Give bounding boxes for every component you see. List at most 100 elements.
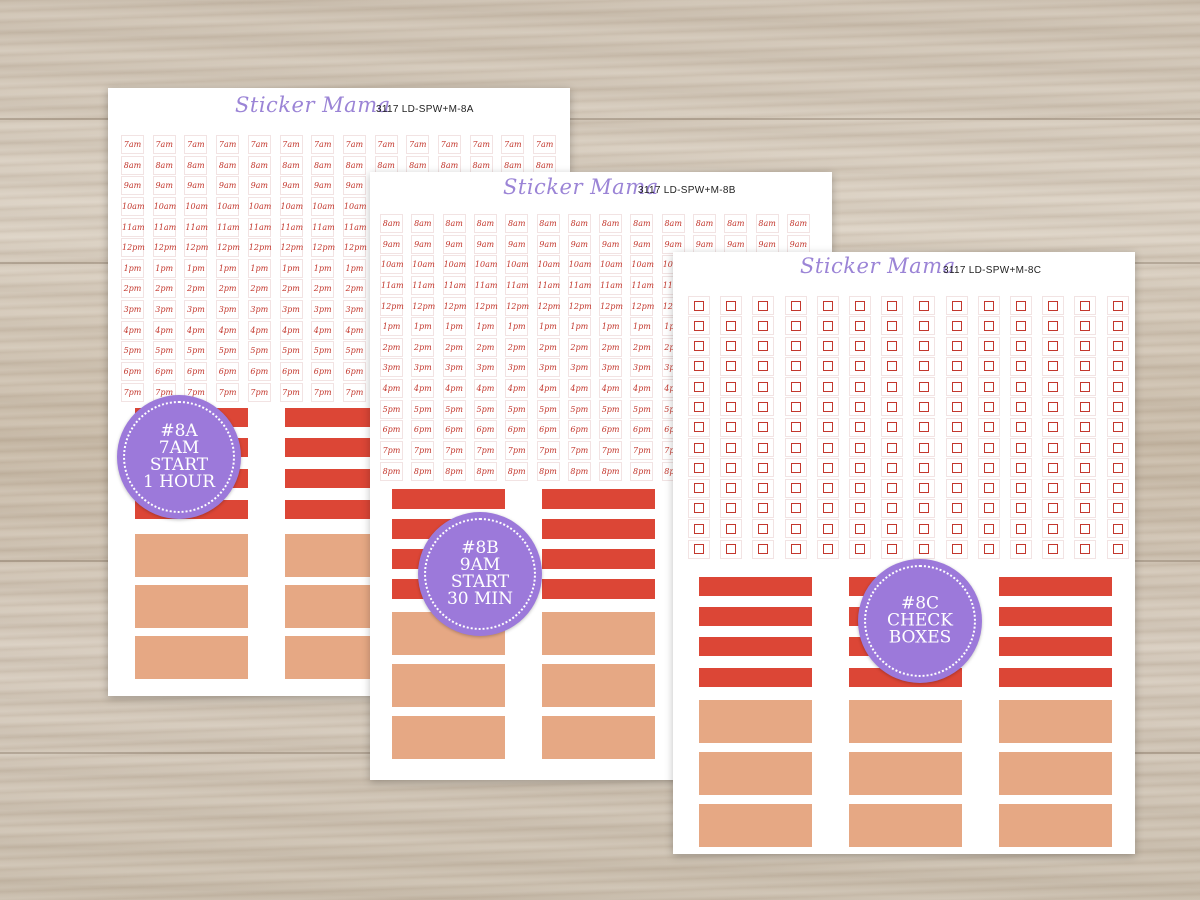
checkbox-square-icon — [790, 462, 801, 473]
checkbox-sticker — [977, 336, 1000, 356]
checkbox-sticker — [720, 377, 743, 397]
checkbox-sticker — [849, 539, 871, 559]
checkbox-sticker — [849, 356, 871, 376]
checkbox-square-icon — [983, 462, 994, 473]
red-header-sticker — [542, 579, 655, 599]
checkbox-square-icon — [919, 462, 930, 473]
time-sticker: 12pm — [473, 296, 498, 316]
checkbox-sticker — [977, 377, 1000, 397]
checkbox-square-icon — [822, 361, 833, 372]
time-sticker: 11am — [342, 217, 366, 237]
checkbox-sticker — [1042, 336, 1065, 356]
checkbox-sticker — [1042, 356, 1065, 376]
checkbox-square-icon — [822, 544, 833, 555]
checkbox-sticker — [816, 296, 839, 315]
checkbox-sticker — [688, 519, 710, 539]
checkbox-sticker — [720, 539, 743, 559]
checkbox-square-icon — [983, 523, 994, 534]
checkbox-sticker — [945, 438, 968, 458]
time-sticker: 2pm — [216, 279, 240, 299]
time-sticker: 7pm — [342, 382, 366, 402]
time-sticker: 11am — [473, 275, 497, 295]
time-sticker: 1pm — [473, 317, 497, 337]
checkbox-square-icon — [822, 381, 833, 392]
time-sticker: 4pm — [152, 320, 176, 340]
time-sticker: 8am — [216, 155, 240, 175]
time-sticker: 9am — [152, 176, 176, 196]
time-sticker: 5pm — [279, 341, 303, 361]
checkbox-sticker — [913, 296, 936, 315]
time-sticker: 1pm — [567, 317, 591, 337]
badge-dotted-ring — [864, 565, 976, 677]
time-sticker: 12pm — [279, 238, 303, 258]
time-sticker: 8am — [311, 155, 335, 175]
checkbox-sticker — [849, 296, 871, 315]
checkbox-sticker — [752, 478, 775, 498]
time-sticker: 9am — [216, 176, 240, 196]
red-header-sticker — [999, 668, 1112, 687]
checkbox-square-icon — [951, 544, 962, 555]
checkbox-square-icon — [726, 523, 737, 534]
time-sticker: 10am — [152, 196, 176, 216]
checkbox-sticker — [881, 296, 904, 315]
time-sticker: 1pm — [279, 258, 303, 278]
time-sticker: 8am — [661, 214, 685, 233]
checkbox-square-icon — [726, 381, 737, 392]
checkbox-square-icon — [919, 442, 930, 453]
checkbox-square-icon — [1016, 523, 1026, 534]
time-sticker: 1pm — [536, 317, 560, 337]
time-sticker: 11am — [411, 275, 435, 295]
checkbox-sticker — [720, 356, 743, 376]
time-sticker: 9am — [786, 234, 810, 254]
red-header-sticker — [285, 500, 398, 519]
checkbox-square-icon — [726, 462, 737, 473]
badge-dotted-ring — [424, 518, 536, 630]
checkbox-square-icon — [1048, 544, 1059, 555]
time-sticker: 8am — [184, 155, 208, 175]
checkbox-square-icon — [822, 462, 833, 473]
checkbox-sticker — [1074, 539, 1097, 559]
checkbox-square-icon — [951, 381, 962, 392]
checkbox-sticker — [1106, 417, 1129, 437]
peach-box-sticker — [699, 804, 812, 847]
checkbox-square-icon — [887, 442, 898, 453]
checkbox-square-icon — [726, 422, 737, 433]
time-sticker: 8am — [374, 155, 398, 175]
checkbox-sticker — [1010, 458, 1032, 478]
time-sticker: 10am — [630, 255, 654, 275]
time-sticker: 8am — [630, 214, 654, 233]
time-sticker: 7pm — [599, 441, 623, 461]
peach-box-sticker — [999, 804, 1112, 847]
checkbox-sticker — [1074, 316, 1097, 336]
time-sticker: 7pm — [216, 382, 240, 402]
checkbox-square-icon — [1016, 442, 1026, 453]
checkbox-sticker — [688, 458, 710, 478]
checkbox-square-icon — [1048, 523, 1059, 534]
peach-box-sticker — [999, 752, 1112, 795]
checkbox-square-icon — [919, 381, 930, 392]
checkbox-sticker — [1010, 478, 1032, 498]
badge-line: BOXES — [888, 627, 952, 648]
checkbox-square-icon — [758, 422, 769, 433]
time-sticker: 7pm — [473, 441, 497, 461]
checkbox-square-icon — [887, 401, 898, 412]
checkbox-sticker — [1010, 438, 1032, 458]
checkbox-square-icon — [951, 523, 962, 534]
checkbox-square-icon — [1048, 483, 1059, 494]
checkbox-square-icon — [1048, 401, 1059, 412]
checkbox-sticker — [784, 296, 807, 315]
time-sticker: 3pm — [216, 300, 240, 320]
checkbox-sticker — [752, 539, 775, 559]
checkbox-square-icon — [1016, 320, 1026, 331]
checkbox-square-icon — [887, 483, 898, 494]
time-sticker: 5pm — [121, 341, 144, 361]
checkbox-square-icon — [887, 422, 898, 433]
checkbox-sticker — [913, 438, 936, 458]
time-sticker: 9am — [184, 176, 208, 196]
checkbox-sticker — [913, 356, 936, 376]
checkbox-square-icon — [983, 483, 994, 494]
